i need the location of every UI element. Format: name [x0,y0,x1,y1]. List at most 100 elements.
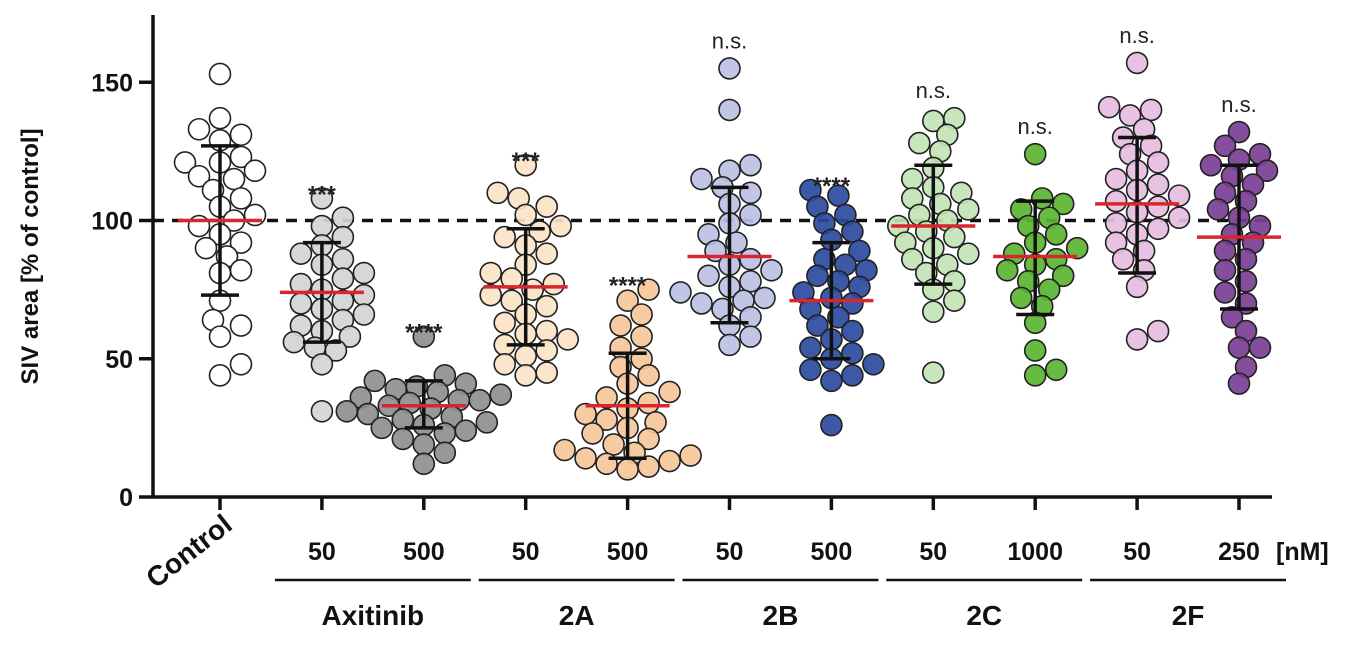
data-point [1146,151,1170,174]
data-point [841,341,864,365]
data-point [669,281,692,304]
data-point [331,225,355,249]
data-point [1255,159,1279,183]
data-point [1213,239,1237,263]
data-point [595,408,618,431]
data-point [595,386,618,409]
data-point [679,444,702,467]
data-point [370,416,394,440]
data-point [1009,286,1033,310]
data-point [739,247,762,271]
data-point [1104,211,1128,235]
data-point [535,361,559,384]
data-point [208,364,232,387]
error-bar-layer [178,135,1281,461]
data-point [1227,336,1251,359]
data-point [907,131,931,155]
data-point [806,314,829,337]
category-label: Control [140,508,238,594]
data-point [1199,153,1223,177]
data-point [658,380,681,404]
data-point [479,283,503,307]
data-point [514,153,538,177]
data-point [535,339,559,362]
data-point [637,364,660,387]
data-point [862,352,885,376]
data-point [1044,223,1068,246]
significance-label: n.s. [1221,92,1256,117]
data-point [1167,184,1191,207]
data-point [356,402,380,426]
y-tick-label: 50 [105,346,133,374]
data-point [331,267,355,290]
data-point [799,358,822,382]
data-point [535,319,559,343]
data-point [535,195,559,218]
group-label: 2B [763,600,799,631]
data-point [900,247,924,271]
category-label: 500 [607,538,649,566]
significance-label: **** [813,173,851,200]
data-point [1146,173,1170,196]
data-point [229,145,253,169]
data-point [363,369,387,393]
data-point [187,117,211,141]
data-point [1146,319,1170,343]
significance-label: *** [512,148,541,175]
data-point [535,242,559,265]
category-label: 50 [919,538,947,566]
data-point [335,399,359,423]
data-point [229,187,253,210]
data-point [412,452,436,476]
group-label: 2F [1172,600,1205,631]
data-point [1023,339,1047,362]
data-point [500,289,524,312]
data-point [753,286,776,310]
data-point [581,422,604,445]
unit-label: [nM] [1276,538,1329,566]
y-tick-label: 150 [91,69,133,97]
data-point [1111,247,1135,271]
data-point [331,247,355,271]
data-point [391,427,415,451]
category-label: 500 [811,538,853,566]
y-tick-label: 100 [91,208,133,236]
data-point [841,364,864,387]
data-point [1104,167,1128,191]
data-point [1206,198,1230,221]
data-point [352,283,376,307]
data-point [1248,336,1272,359]
data-point [630,325,653,348]
data-point [468,388,492,412]
data-point [1104,189,1128,213]
group-label: 2A [559,600,595,631]
significance-label: n.s. [712,28,747,53]
significance-label: **** [609,273,647,300]
data-point [1023,142,1047,166]
significance-label: *** [308,181,337,208]
data-point [542,272,566,296]
data-point [956,198,980,221]
data-point [574,446,597,470]
data-point [514,203,538,227]
category-label: 50 [512,538,540,566]
data-point [942,289,966,312]
data-point [352,303,376,326]
data-point [595,452,618,476]
data-point [486,181,510,205]
data-point [690,292,713,315]
data-point [222,167,246,191]
data-point [841,220,864,243]
data-point [1023,364,1047,387]
data-point [637,391,660,415]
data-point [1167,206,1191,230]
data-point [243,159,267,183]
data-point [489,383,513,406]
data-point [433,441,457,465]
data-point [310,214,334,238]
data-point [282,330,306,354]
data-point [900,167,924,191]
data-point [454,419,478,442]
data-point [500,267,524,290]
